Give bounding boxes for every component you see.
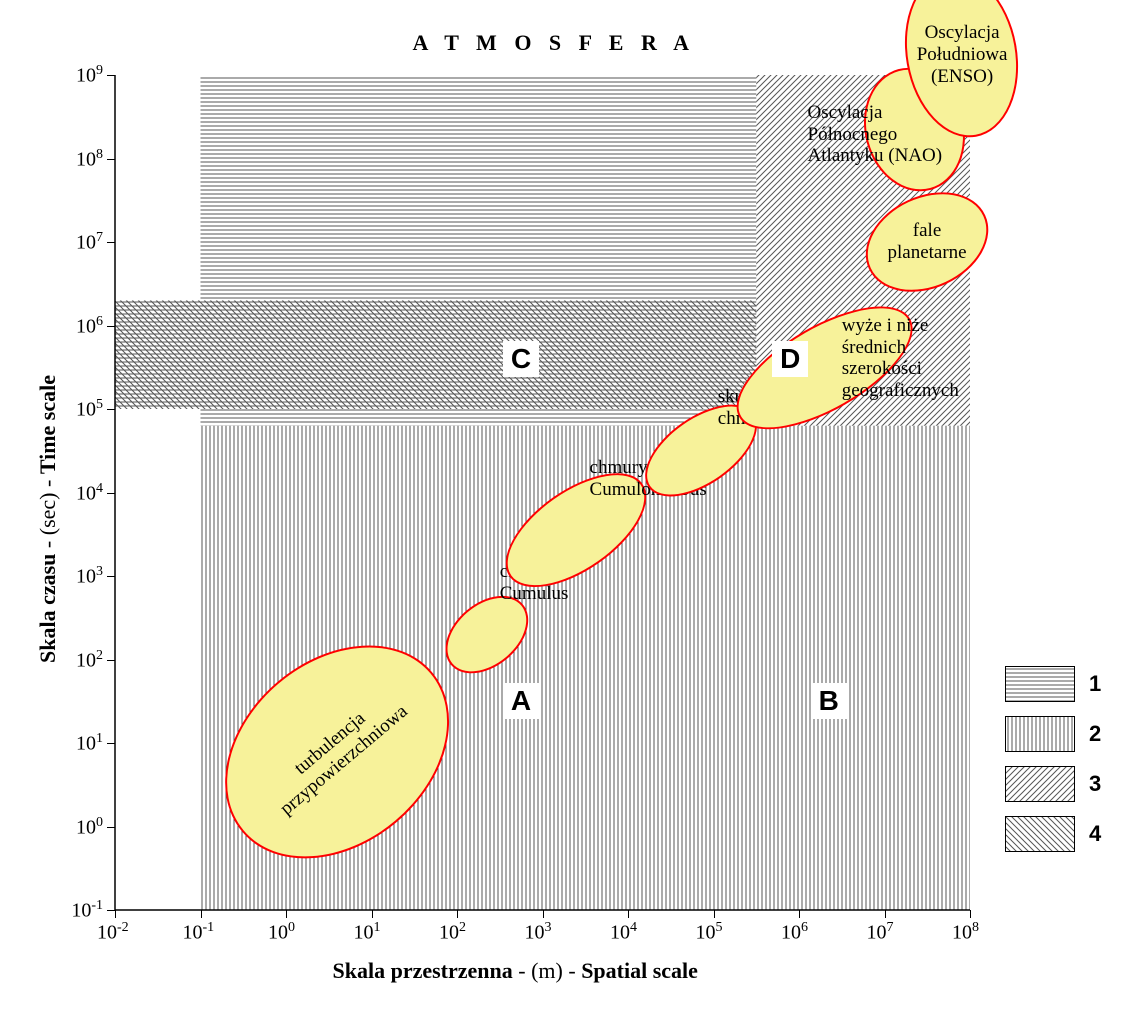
legend-label: 4 [1089,821,1101,847]
y-tick-label: 10-1 [71,898,103,923]
y-tick-mark [107,326,115,327]
x-tick-label: 103 [525,920,552,945]
y-tick-label: 101 [76,731,103,756]
x-tick-label: 102 [439,920,466,945]
legend-swatch [1005,766,1075,802]
figure-canvas: A T M O S F E R A turbulencja przypowier… [0,0,1140,1021]
x-tick-label: 101 [354,920,381,945]
x-tick-mark [115,910,116,918]
x-tick-mark [201,910,202,918]
x-tick-mark [799,910,800,918]
y-axis-label: Skala czasu - (sec) - Time scale [35,374,61,662]
x-tick-mark [628,910,629,918]
legend-item-3: 3 [1005,766,1101,802]
legend-swatch [1005,666,1075,702]
x-tick-label: 106 [781,920,808,945]
y-tick-label: 108 [76,147,103,172]
x-tick-label: 105 [696,920,723,945]
legend-label: 2 [1089,721,1101,747]
y-tick-label: 104 [76,481,103,506]
x-tick-label: 108 [952,920,979,945]
y-tick-mark [107,409,115,410]
legend-label: 3 [1089,771,1101,797]
legend-swatch [1005,716,1075,752]
y-tick-mark [107,576,115,577]
x-tick-mark [372,910,373,918]
x-tick-mark [286,910,287,918]
y-tick-mark [107,493,115,494]
y-tick-label: 107 [76,230,103,255]
legend-label: 1 [1089,671,1101,697]
x-tick-label: 104 [610,920,637,945]
y-tick-mark [107,910,115,911]
y-tick-mark [107,75,115,76]
y-tick-mark [107,242,115,243]
y-tick-mark [107,660,115,661]
y-tick-label: 105 [76,397,103,422]
y-tick-label: 103 [76,564,103,589]
y-tick-label: 102 [76,648,103,673]
legend-swatch [1005,816,1075,852]
y-tick-mark [107,159,115,160]
x-tick-label: 100 [268,920,295,945]
x-tick-label: 10-1 [183,920,215,945]
x-tick-mark [543,910,544,918]
y-tick-label: 106 [76,314,103,339]
axis-tick-layer: 10-210-110010110210310410510610710810-11… [0,0,1140,1021]
legend-item-1: 1 [1005,666,1101,702]
legend-item-2: 2 [1005,716,1101,752]
x-tick-mark [970,910,971,918]
x-tick-label: 10-2 [97,920,129,945]
x-tick-mark [885,910,886,918]
y-tick-label: 109 [76,63,103,88]
x-tick-mark [457,910,458,918]
x-axis-label: Skala przestrzenna - (m) - Spatial scale [333,958,698,984]
y-tick-label: 100 [76,815,103,840]
x-tick-label: 107 [867,920,894,945]
legend-item-4: 4 [1005,816,1101,852]
y-tick-mark [107,827,115,828]
y-tick-mark [107,743,115,744]
x-tick-mark [714,910,715,918]
